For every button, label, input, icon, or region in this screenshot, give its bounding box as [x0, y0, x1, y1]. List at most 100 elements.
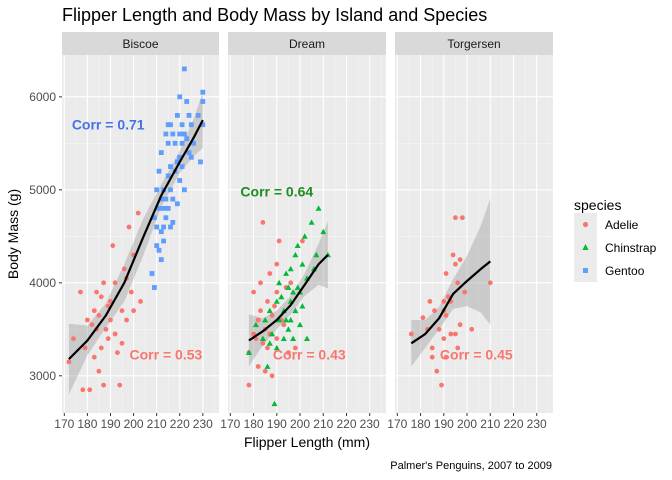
point-adelie: [260, 220, 266, 225]
point-gentoo: [152, 215, 157, 221]
legend-symbol-adelie: [582, 221, 589, 228]
x-tick-label: 200: [457, 417, 477, 431]
point-adelie: [453, 215, 458, 221]
point-adelie: [286, 350, 291, 355]
point-adelie: [269, 313, 275, 318]
point-chinstrap: [299, 261, 306, 267]
point-chinstrap: [292, 307, 299, 314]
point-gentoo: [158, 196, 164, 202]
smooth-line-torgersen: [410, 260, 491, 345]
point-gentoo: [200, 122, 206, 128]
point-gentoo: [200, 99, 206, 104]
point-chinstrap: [283, 270, 290, 276]
y-tick-label: 6000: [29, 90, 56, 104]
x-tick-label: 230: [360, 417, 380, 431]
point-adelie: [436, 326, 442, 332]
point-adelie: [300, 238, 305, 244]
y-axis: 3000 4000 5000 6000: [29, 90, 62, 383]
point-gentoo: [156, 168, 162, 174]
point-gentoo: [163, 215, 169, 221]
point-chinstrap: [276, 279, 283, 286]
facet-label-torgersen: Torgersen: [447, 37, 500, 51]
point-chinstrap: [280, 335, 287, 341]
point-adelie: [124, 317, 129, 323]
point-gentoo: [158, 257, 164, 262]
point-adelie: [441, 336, 447, 341]
point-adelie: [272, 303, 277, 309]
point-gentoo: [156, 206, 162, 211]
point-chinstrap: [308, 219, 315, 225]
point-gentoo: [182, 187, 187, 193]
point-chinstrap: [252, 321, 259, 328]
x-tick-label: 170: [220, 417, 240, 431]
point-gentoo: [198, 159, 203, 165]
point-gentoo: [165, 173, 171, 179]
point-gentoo: [161, 224, 166, 230]
y-tick-label: 3000: [29, 369, 56, 383]
point-gentoo: [149, 271, 155, 276]
point-adelie: [420, 315, 426, 321]
point-adelie: [126, 224, 132, 230]
point-gentoo: [177, 94, 183, 100]
point-adelie: [439, 382, 444, 388]
facet-biscoe: Biscoe Corr = 0.71 Corr = 0.53: [62, 32, 219, 413]
point-chinstrap: [285, 284, 292, 290]
point-adelie: [117, 382, 123, 388]
point-adelie: [251, 289, 256, 295]
point-gentoo: [156, 247, 162, 253]
point-gentoo: [168, 224, 173, 230]
x-tick-label: 170: [54, 417, 74, 431]
point-gentoo: [161, 238, 166, 244]
point-gentoo: [179, 122, 185, 128]
point-gentoo: [154, 187, 160, 193]
point-chinstrap: [273, 298, 280, 304]
point-adelie: [443, 313, 449, 318]
x-tick-label: 200: [124, 417, 144, 431]
point-adelie: [119, 308, 125, 314]
point-chinstrap: [290, 289, 297, 295]
legend-label-chinstrap: Chinstrap: [605, 241, 657, 255]
point-adelie: [78, 289, 83, 295]
point-adelie: [101, 382, 106, 388]
point-adelie: [455, 345, 461, 351]
point-adelie: [487, 280, 493, 286]
point-adelie: [128, 289, 134, 295]
facet-torgersen: Torgersen Corr = 0.45: [395, 32, 553, 413]
point-adelie: [91, 308, 97, 314]
point-adelie: [455, 280, 461, 286]
point-gentoo: [165, 140, 171, 146]
x-tick-label: 210: [147, 417, 167, 431]
point-adelie: [269, 373, 275, 379]
point-chinstrap: [320, 228, 327, 235]
point-adelie: [427, 299, 433, 304]
point-adelie: [429, 354, 435, 360]
point-gentoo: [179, 164, 185, 169]
x-tick-label: 180: [411, 417, 431, 431]
point-adelie: [258, 280, 263, 286]
point-gentoo: [152, 285, 157, 290]
panel-background: [395, 55, 553, 413]
point-gentoo: [163, 131, 169, 137]
point-gentoo: [188, 154, 194, 160]
point-gentoo: [200, 89, 206, 95]
point-adelie: [96, 313, 102, 318]
point-adelie: [260, 340, 266, 346]
x-tick-label: 170: [387, 417, 407, 431]
point-gentoo: [182, 131, 187, 137]
point-chinstrap: [301, 233, 308, 239]
point-chinstrap: [294, 242, 301, 248]
point-adelie: [453, 261, 458, 267]
point-chinstrap: [269, 331, 276, 337]
y-axis-title: Body Mass (g): [5, 189, 21, 279]
y-tick-label: 5000: [29, 183, 56, 197]
y-tick-label: 4000: [29, 276, 56, 290]
point-chinstrap: [271, 400, 278, 407]
point-adelie: [110, 243, 116, 249]
point-adelie: [251, 331, 256, 337]
legend-title: species: [574, 197, 621, 213]
correlation-label: Corr = 0.43: [273, 346, 346, 362]
point-chinstrap: [283, 317, 290, 323]
facet-label-dream: Dream: [289, 37, 325, 51]
panel-background: [62, 55, 219, 413]
correlation-label: Corr = 0.53: [130, 346, 203, 362]
